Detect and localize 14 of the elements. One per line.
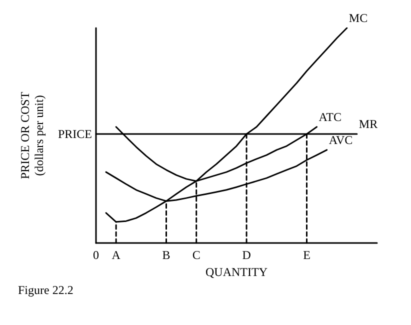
series-label: MC [348,11,368,25]
x-tick-label: D [242,248,252,262]
series-label: AVC [328,132,353,147]
series-label: ATC [318,110,342,124]
x-tick-label: B [162,248,170,262]
x-tick-label: 0 [93,248,99,262]
caption: Figure 22.2 [18,283,74,297]
series-label: MR [358,116,378,131]
x-axis-title: QUANTITY [206,264,268,279]
x-tick-label: A [112,248,121,262]
text: PRICE [58,126,92,141]
y-axis-title: PRICE OR COST (dollars per unit) [18,91,46,180]
x-tick-label: C [192,248,200,262]
x-tick-label: E [303,248,310,262]
